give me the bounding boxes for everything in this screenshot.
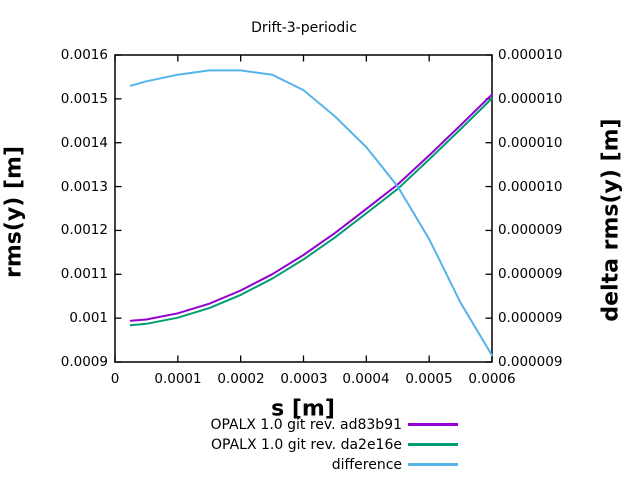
chart-title: Drift-3-periodic	[251, 20, 357, 36]
y-left-tick-label: 0.0013	[60, 179, 108, 195]
series-line-0	[129, 93, 493, 322]
y-left-tick-label: 0.0015	[60, 91, 108, 107]
y-right-tick-label: 0.000009	[498, 222, 563, 238]
x-tick-label: 0.0004	[342, 371, 390, 387]
y-left-tick-label: 0.001	[69, 310, 108, 326]
x-tick-label: 0	[110, 371, 120, 387]
y-right-tick-label: 0.000009	[498, 266, 563, 282]
y-left-tick-label: 0.0016	[60, 47, 108, 63]
y-right-tick-label: 0.000010	[498, 91, 563, 107]
legend-line-swatch	[408, 443, 458, 446]
legend-line-swatch	[408, 463, 458, 466]
legend-label: OPALX 1.0 git rev. ad83b91	[210, 417, 402, 433]
legend-line-swatch	[408, 423, 458, 426]
y-left-tick-label: 0.0009	[60, 354, 108, 370]
x-tick-label: 0.0001	[154, 371, 202, 387]
y-left-tick-label: 0.0014	[60, 135, 108, 151]
y-right-tick-label: 0.000010	[498, 135, 563, 151]
legend-label: OPALX 1.0 git rev. da2e16e	[211, 437, 402, 453]
x-tick-label: 0.0006	[468, 371, 516, 387]
x-tick-label: 0.0005	[405, 371, 453, 387]
y-right-axis-label: delta rms(y) [m]	[598, 118, 624, 322]
plot-border	[114, 54, 493, 363]
y-right-tick-label: 0.000010	[498, 47, 563, 63]
series-line-1	[129, 97, 493, 327]
series-line-2	[129, 69, 493, 357]
x-tick-label: 0.0002	[217, 371, 265, 387]
legend-label: difference	[331, 457, 402, 473]
y-right-tick-label: 0.000010	[498, 179, 563, 195]
y-left-tick-label: 0.0012	[60, 222, 108, 238]
x-axis-label: s [m]	[271, 396, 335, 422]
y-left-axis-label: rms(y) [m]	[1, 145, 27, 279]
x-tick-label: 0.0003	[280, 371, 328, 387]
y-right-tick-label: 0.000009	[498, 310, 563, 326]
y-left-tick-label: 0.0011	[60, 266, 108, 282]
y-right-tick-label: 0.000009	[498, 354, 563, 370]
